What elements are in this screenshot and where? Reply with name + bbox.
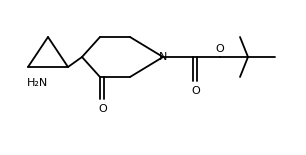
- Text: N: N: [159, 52, 167, 62]
- Text: O: O: [192, 86, 200, 96]
- Text: O: O: [99, 104, 107, 114]
- Text: O: O: [216, 44, 224, 54]
- Text: H₂N: H₂N: [27, 78, 49, 88]
